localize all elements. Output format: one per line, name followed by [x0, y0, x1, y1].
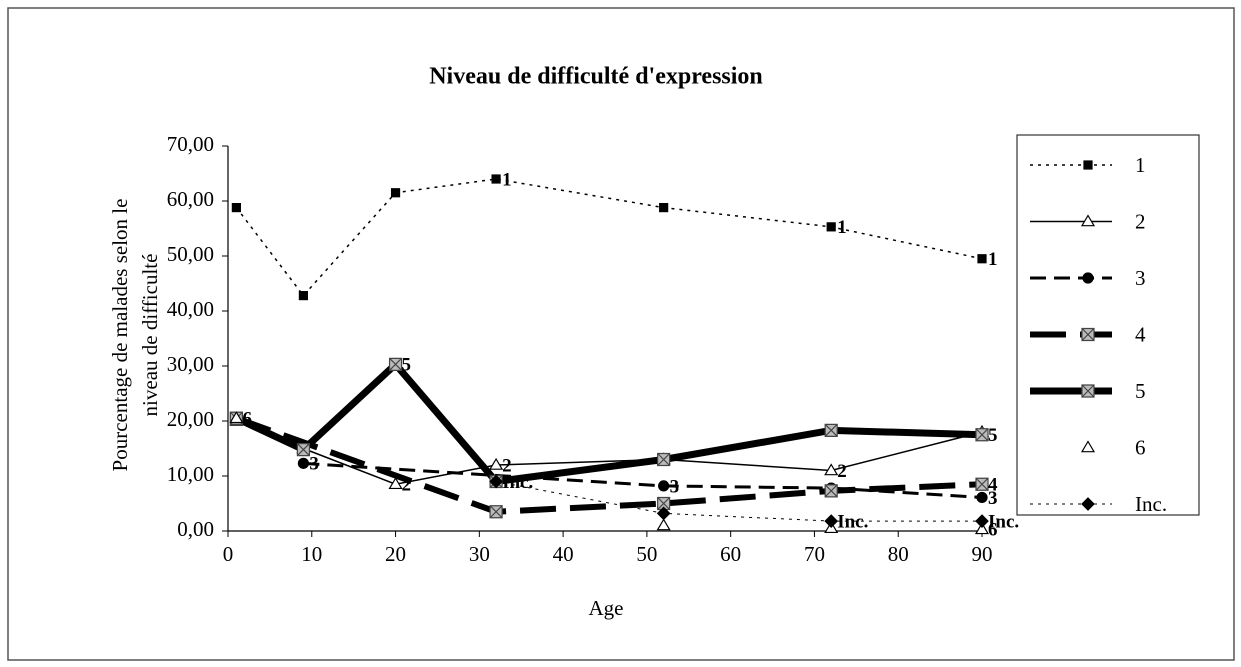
series-line	[235, 178, 983, 297]
marker	[390, 188, 401, 198]
marker	[824, 484, 838, 498]
legend-entry: 1	[1030, 153, 1146, 177]
marker	[1081, 384, 1095, 398]
legend-entry: Inc.	[1030, 492, 1167, 516]
marker	[656, 518, 671, 531]
marker	[489, 505, 503, 519]
marker	[824, 514, 839, 528]
marker	[658, 480, 670, 492]
legend-entry: 3	[1030, 266, 1146, 290]
series-line	[234, 359, 983, 486]
x-tick-label: 70	[804, 542, 825, 566]
marker	[489, 457, 504, 470]
y-tick-label: 30,00	[167, 352, 214, 376]
x-tick-label: 40	[553, 542, 574, 566]
y-axis-label-line: niveau de difficulté	[138, 254, 162, 417]
legend-label: 5	[1135, 379, 1146, 403]
point-label: 3	[309, 454, 319, 475]
point-label: 2	[502, 455, 512, 476]
marker	[975, 514, 989, 528]
marker	[1080, 214, 1096, 227]
point-label: Inc.	[837, 511, 868, 532]
x-tick-label: 0	[223, 542, 234, 566]
marker	[1082, 272, 1094, 284]
marker	[297, 457, 309, 469]
point-label: 1	[837, 217, 847, 238]
x-tick-label: 20	[385, 542, 406, 566]
point-label: 1	[988, 249, 998, 270]
y-tick-label: 50,00	[167, 242, 214, 266]
point-label: 2	[837, 461, 847, 482]
point-label: 2	[402, 475, 412, 496]
marker	[229, 411, 244, 424]
x-tick-label: 10	[301, 542, 322, 566]
legend-box	[1016, 134, 1200, 516]
legend-label: Inc.	[1135, 492, 1167, 516]
point-label: 5	[988, 425, 998, 446]
marker	[976, 491, 988, 504]
y-axis-label-line: Pourcentage de malades selon le	[108, 199, 132, 472]
series-line	[235, 415, 983, 515]
marker	[231, 203, 241, 213]
marker	[974, 522, 990, 535]
marker	[388, 357, 403, 371]
marker	[975, 477, 989, 491]
legend-entry: 5	[1030, 379, 1146, 403]
x-tick-label: 90	[972, 542, 993, 566]
point-label: 4	[988, 475, 998, 496]
y-tick-label: 60,00	[167, 187, 214, 211]
marker	[824, 463, 839, 476]
chart-title: Niveau de difficulté d'expression	[429, 64, 763, 90]
legend-label: 3	[1135, 266, 1146, 290]
legend-label: 2	[1135, 209, 1146, 233]
frame	[7, 7, 1235, 661]
y-tick-label: 20,00	[167, 407, 214, 431]
legend-entry: 4	[1030, 322, 1146, 346]
marker	[298, 291, 308, 301]
x-tick-label: 60	[720, 542, 741, 566]
marker	[388, 477, 403, 490]
series-line	[303, 461, 983, 499]
point-label: 3	[988, 488, 998, 509]
marker	[656, 506, 671, 521]
marker	[1081, 497, 1095, 511]
marker	[1081, 327, 1095, 342]
legend-label: 4	[1135, 322, 1146, 346]
point-label: 5	[402, 355, 412, 376]
marker	[824, 423, 838, 437]
point-label: 6	[988, 520, 998, 541]
y-tick-label: 40,00	[167, 297, 214, 321]
legend-label: 1	[1135, 153, 1146, 177]
marker	[1083, 160, 1093, 170]
point-label: 6	[242, 409, 252, 430]
marker	[296, 443, 310, 457]
point-label: 1	[502, 169, 512, 190]
legend-entry: 2	[1030, 209, 1146, 233]
marker	[1080, 440, 1096, 453]
marker	[489, 474, 503, 489]
legend-label: 6	[1135, 435, 1146, 459]
marker	[826, 222, 836, 232]
marker	[657, 452, 671, 467]
marker	[977, 254, 987, 264]
x-tick-label: 50	[636, 542, 657, 566]
x-tick-label: 30	[469, 542, 490, 566]
point-label: Inc.	[988, 511, 1019, 532]
point-label: Inc.	[502, 472, 533, 493]
marker	[657, 496, 671, 511]
y-tick-label: 70,00	[167, 132, 214, 156]
marker	[659, 203, 669, 213]
y-axis-label: Pourcentage de malades selon le niveau d…	[108, 199, 162, 472]
point-label: 3	[670, 476, 680, 497]
marker	[975, 428, 989, 442]
y-tick-label: 0,00	[177, 517, 214, 541]
x-tick-label: 80	[888, 542, 909, 566]
marker	[491, 174, 501, 184]
legend-entry: 6	[1080, 435, 1146, 459]
x-axis-label: Age	[589, 596, 624, 620]
y-tick-label: 10,00	[167, 462, 214, 486]
